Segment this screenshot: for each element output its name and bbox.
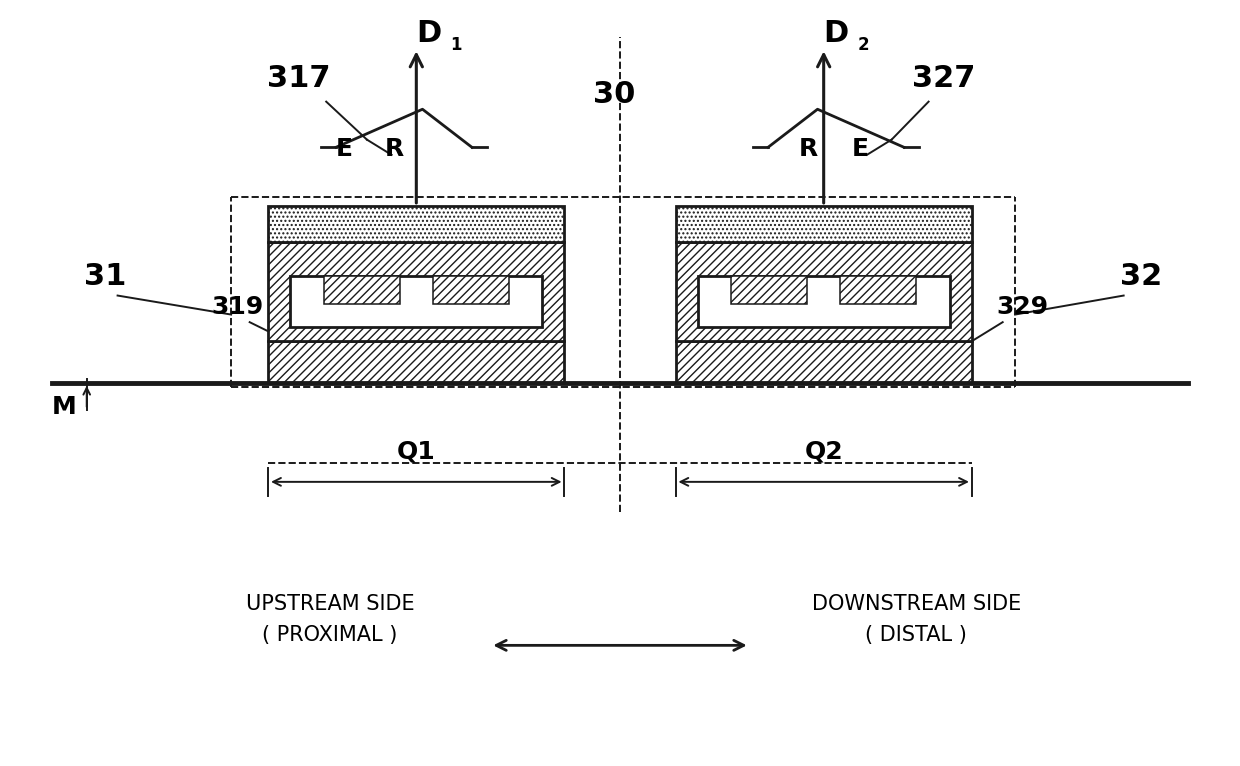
Text: M: M — [52, 395, 77, 419]
Bar — [732, 276, 807, 304]
Text: DOWNSTREAM SIDE: DOWNSTREAM SIDE — [812, 594, 1021, 614]
Bar — [676, 242, 972, 341]
Bar — [676, 206, 972, 242]
Bar — [268, 341, 564, 383]
Bar — [324, 276, 399, 304]
Text: R: R — [800, 137, 818, 161]
Text: 30: 30 — [593, 80, 635, 109]
Text: 1: 1 — [450, 35, 461, 54]
Bar — [268, 206, 564, 242]
Text: 2: 2 — [857, 35, 869, 54]
Text: E: E — [852, 137, 869, 161]
Text: D: D — [417, 18, 441, 47]
Text: R: R — [384, 137, 404, 161]
Text: UPSTREAM SIDE: UPSTREAM SIDE — [246, 594, 414, 614]
Text: Q1: Q1 — [397, 440, 435, 463]
Text: ( DISTAL ): ( DISTAL ) — [866, 626, 967, 646]
Text: 31: 31 — [84, 262, 126, 291]
Text: 327: 327 — [911, 64, 975, 93]
Text: E: E — [336, 137, 353, 161]
Text: ( PROXIMAL ): ( PROXIMAL ) — [262, 626, 398, 646]
Bar — [290, 276, 542, 328]
Bar — [698, 276, 950, 328]
Text: 32: 32 — [1120, 262, 1162, 291]
Text: Q2: Q2 — [805, 440, 843, 463]
Bar — [433, 276, 508, 304]
Bar — [268, 242, 564, 341]
Text: 319: 319 — [211, 295, 263, 319]
Text: 317: 317 — [268, 64, 331, 93]
Bar — [676, 341, 972, 383]
Text: 329: 329 — [997, 295, 1049, 319]
Bar — [841, 276, 916, 304]
Text: D: D — [823, 18, 848, 47]
